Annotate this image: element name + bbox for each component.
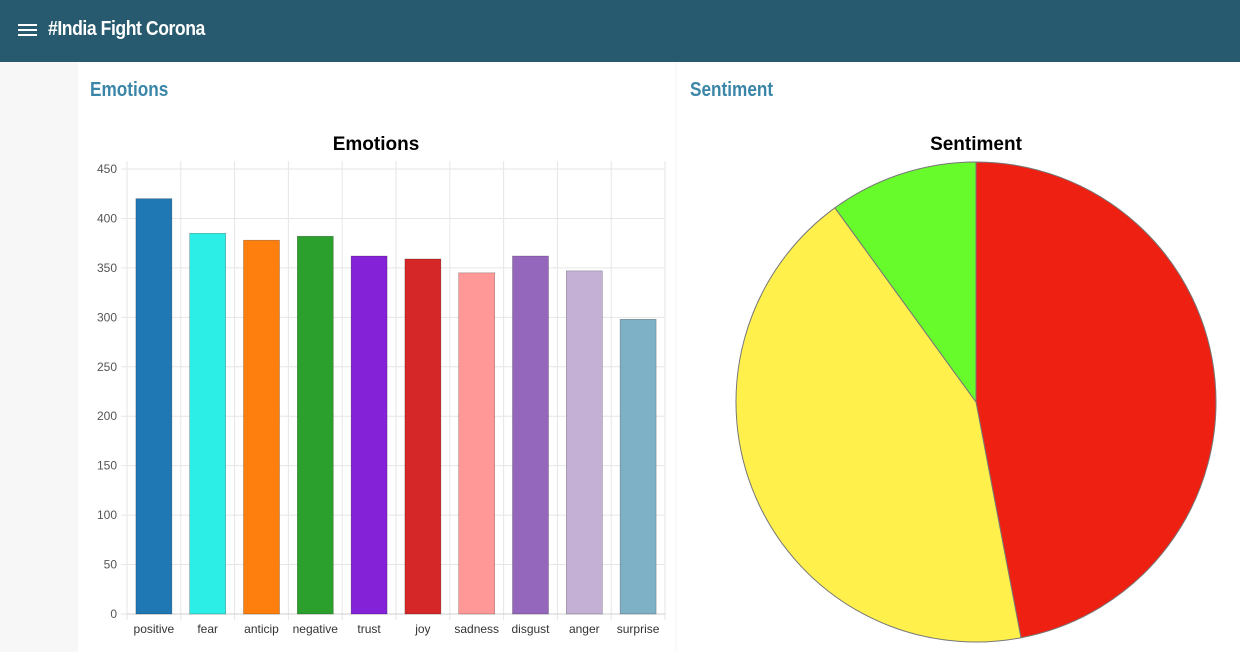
y-tick-label: 450 xyxy=(97,162,117,176)
x-tick-label: negative xyxy=(293,622,339,636)
sentiment-pie-chart: Sentiment xyxy=(735,134,1217,643)
side-gutter xyxy=(0,62,78,652)
y-tick-label: 100 xyxy=(97,508,117,522)
x-tick-label: surprise xyxy=(617,622,660,636)
y-tick-label: 150 xyxy=(97,459,117,473)
y-tick-label: 350 xyxy=(97,261,117,275)
bar-anger xyxy=(565,270,603,615)
x-tick-label: fear xyxy=(197,622,218,636)
hamburger-menu-icon[interactable] xyxy=(18,22,38,38)
sentiment-slices xyxy=(735,161,1217,643)
emotions-chart-title: Emotions xyxy=(333,134,420,155)
bar-trust xyxy=(350,255,388,615)
bar-fear xyxy=(189,232,226,615)
y-tick-label: 400 xyxy=(97,211,117,225)
y-tick-label: 200 xyxy=(97,409,117,423)
emotions-bars xyxy=(135,198,657,615)
y-tick-label: 50 xyxy=(104,558,118,572)
x-tick-label: positive xyxy=(134,622,175,636)
emotions-heading: Emotions xyxy=(90,79,169,101)
bar-joy xyxy=(404,258,442,615)
app-title: #India Fight Corona xyxy=(48,18,205,40)
pie-slice xyxy=(834,161,977,404)
sentiment-chart-title: Sentiment xyxy=(930,134,1023,155)
bar-disgust xyxy=(512,255,549,615)
y-tick-label: 0 xyxy=(110,607,117,621)
emotions-bar-chart: Emotions 0 50 100 150 200 250 300 350 400 450 pos… xyxy=(97,134,666,636)
bar-surprise xyxy=(619,319,657,615)
bar-sadness xyxy=(458,272,496,615)
x-tick-label: trust xyxy=(357,622,381,636)
y-tick-label: 300 xyxy=(97,310,117,324)
x-tick-label: joy xyxy=(414,622,430,636)
pie-slice xyxy=(735,207,1022,643)
emotions-x-axis: positive fear anticip negative trust joy sadne… xyxy=(134,622,660,636)
sentiment-heading: Sentiment xyxy=(690,79,774,101)
pie-slice xyxy=(975,161,1217,639)
bar-negative xyxy=(297,235,334,615)
app-header: #India Fight Corona xyxy=(0,0,1240,62)
x-tick-label: disgust xyxy=(511,622,550,636)
x-tick-label: anger xyxy=(569,622,600,636)
y-tick-label: 250 xyxy=(97,360,117,374)
bar-anticip xyxy=(243,239,280,615)
bar-positive xyxy=(135,198,173,615)
emotions-y-axis: 0 50 100 150 200 250 300 350 400 450 xyxy=(97,162,117,621)
x-tick-label: anticip xyxy=(244,622,279,636)
x-tick-label: sadness xyxy=(454,622,499,636)
